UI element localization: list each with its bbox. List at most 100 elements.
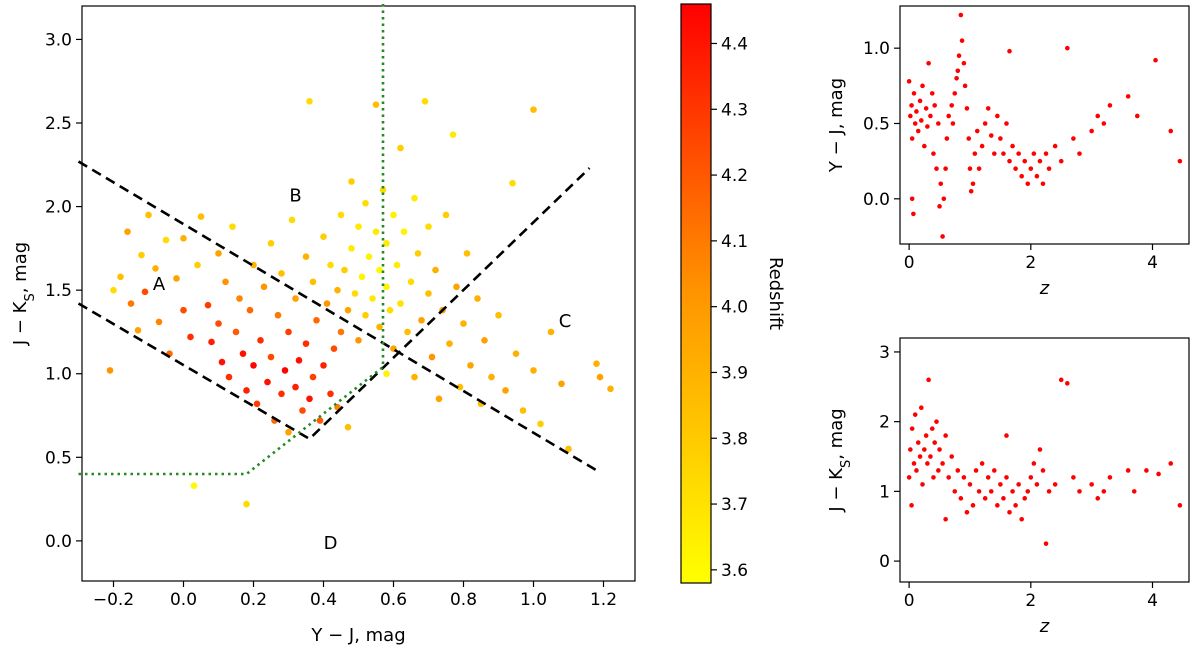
top-data-point <box>1052 143 1058 149</box>
main-data-point <box>141 288 149 296</box>
main-data-point <box>106 367 114 374</box>
top-data-point <box>911 211 916 217</box>
main-data-point <box>495 311 502 319</box>
top-data-point <box>923 106 929 111</box>
main-data-point <box>323 300 331 307</box>
main-data-point <box>502 387 509 394</box>
main-ytick-label: 3.0 <box>45 30 72 50</box>
main-data-point <box>190 482 198 490</box>
main-data-point <box>376 266 383 274</box>
main-data-point <box>474 295 481 302</box>
top-data-point <box>958 12 964 18</box>
top-ylabel: Y − J, mag <box>826 78 847 173</box>
main-data-point <box>362 199 369 207</box>
dashed-boundary-line <box>77 167 591 441</box>
top-data-point <box>1037 158 1043 164</box>
main-data-point <box>134 326 142 334</box>
main-data-point <box>530 106 537 113</box>
top-data-point <box>1058 158 1064 164</box>
top-data-point <box>917 98 923 104</box>
bottom-data-point <box>1101 489 1107 494</box>
main-data-point <box>292 295 299 302</box>
main-data-point <box>379 186 387 194</box>
top-data-point <box>974 128 980 134</box>
bottom-data-point <box>1037 447 1043 452</box>
top-data-point <box>1022 158 1028 164</box>
main-data-point <box>180 235 187 242</box>
main-data-point <box>519 407 527 414</box>
main-data-point <box>397 300 404 307</box>
main-data-point <box>306 395 313 403</box>
colorbar-tick-label: 3.9 <box>721 363 748 383</box>
main-data-point <box>449 131 457 139</box>
main-data-point <box>285 428 292 436</box>
main-data-point <box>355 223 362 230</box>
main-data-point <box>124 228 131 235</box>
bottom-data-point <box>1040 468 1046 473</box>
bottom-data-point <box>943 433 948 438</box>
main-data-point <box>173 275 180 282</box>
main-data-point <box>383 370 390 378</box>
top-data-point <box>1031 151 1037 156</box>
top-data-point <box>911 91 917 96</box>
bottom-data-point <box>1034 482 1040 487</box>
main-data-point <box>337 211 345 219</box>
main-data-point <box>246 306 254 314</box>
main-data-point <box>302 340 310 347</box>
top-data-point <box>934 166 939 171</box>
main-data-point <box>393 261 401 269</box>
main-data-point <box>481 337 488 344</box>
colorbar-label: Redshift <box>765 257 786 330</box>
colorbar-tick-label: 4.0 <box>721 298 748 318</box>
top-data-point <box>952 91 958 96</box>
top-data-point <box>909 103 914 108</box>
main-data-point <box>292 383 299 391</box>
main-data-point <box>596 373 604 381</box>
main-data-point <box>348 178 355 185</box>
region-label-d: D <box>324 533 338 554</box>
bottom-data-point <box>985 475 991 480</box>
main-data-point <box>194 261 201 269</box>
main-data-point <box>344 423 352 431</box>
main-data-point <box>260 283 268 291</box>
main-data-point <box>344 306 352 314</box>
main-data-point <box>383 283 390 291</box>
bottom-data-point <box>1156 471 1161 477</box>
bottom-data-point <box>920 482 925 487</box>
top-data-point <box>940 234 945 239</box>
top-data-point <box>970 181 976 187</box>
top-data-point <box>1007 158 1012 164</box>
top-data-point <box>1168 128 1174 134</box>
top-data-point <box>1107 103 1113 108</box>
main-data-point <box>358 273 366 281</box>
main-data-point <box>537 420 544 428</box>
top-data-point <box>1025 181 1031 187</box>
main-data-point <box>400 228 408 235</box>
colorbar-tick-label: 4.4 <box>721 34 748 54</box>
bottom-data-point <box>982 496 988 501</box>
bottom-data-point <box>992 468 997 473</box>
main-data-point <box>362 311 369 319</box>
bottom-data-point <box>914 468 919 473</box>
top-data-point <box>912 121 918 126</box>
region-label-b: B <box>289 186 301 207</box>
top-data-point <box>961 60 967 66</box>
main-xtick-label: 1.0 <box>520 590 547 610</box>
main-data-point <box>222 278 229 286</box>
jk-vs-z-plot: 0 2 4 0 1 2 3 z J − KS, mag <box>826 337 1190 637</box>
bottom-data-point <box>1007 509 1012 515</box>
top-data-point <box>1028 166 1034 171</box>
main-data-point <box>411 194 418 202</box>
top-data-point <box>949 103 955 108</box>
main-data-point <box>348 245 355 252</box>
bottom-data-point <box>1095 496 1101 501</box>
bottom-data-point <box>937 447 942 452</box>
top-ytick-label: 0.5 <box>863 114 890 134</box>
top-data-point <box>956 53 962 59</box>
bottom-data-point <box>932 440 937 445</box>
bottom-frame <box>899 337 1190 583</box>
bottom-data-point <box>1025 489 1031 494</box>
main-data-point <box>365 253 373 261</box>
bottom-data-point <box>964 509 970 515</box>
main-data-point <box>180 306 187 314</box>
